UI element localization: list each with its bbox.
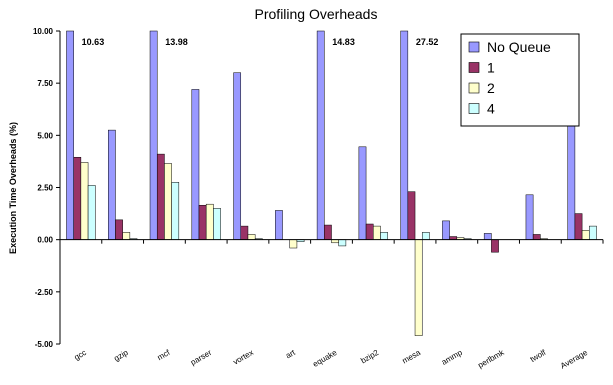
bar-mcf-1 bbox=[156, 153, 165, 240]
bar-bzip2-no-queue bbox=[358, 146, 367, 240]
bar-parser-4 bbox=[213, 208, 221, 240]
y-tick-label: 2.50 bbox=[37, 184, 53, 193]
y-tick-label: 7.50 bbox=[37, 79, 53, 88]
legend-label: 4 bbox=[487, 101, 495, 117]
y-tick-label: 0.00 bbox=[37, 236, 53, 245]
bar-mesa-1 bbox=[407, 191, 416, 240]
bar-vortex-2 bbox=[247, 234, 256, 240]
bar-twolf-no-queue bbox=[525, 194, 534, 240]
legend-label: 2 bbox=[487, 80, 495, 96]
bar-parser-2 bbox=[205, 203, 214, 240]
bar-gzip-no-queue bbox=[108, 129, 116, 240]
bar-gcc-1 bbox=[73, 156, 82, 240]
y-tick-label: 5.00 bbox=[37, 131, 53, 140]
legend-label: No Queue bbox=[487, 39, 551, 55]
bar-ammp-no-queue bbox=[442, 220, 450, 240]
bar-bzip2-4 bbox=[380, 232, 388, 240]
bars-group bbox=[66, 30, 597, 336]
bar-mcf-2 bbox=[164, 163, 172, 240]
bar-equake-1 bbox=[324, 224, 332, 240]
legend-swatch bbox=[468, 103, 480, 114]
bar-vortex-1 bbox=[240, 225, 249, 240]
chart-title: Profiling Overheads bbox=[255, 6, 378, 22]
data-label: 14.83 bbox=[332, 37, 355, 47]
bar-gzip-1 bbox=[115, 219, 123, 240]
y-axis-label: Execution Time Overheads (%) bbox=[8, 122, 18, 254]
legend-swatch bbox=[468, 41, 480, 53]
bar-bzip2-1 bbox=[365, 223, 374, 240]
y-axis: 10.00 7.50 5.00 2.50 0.00 -2.50 -5.00 bbox=[33, 27, 61, 349]
bar-art-no-queue bbox=[275, 210, 283, 240]
bar-parser-no-queue bbox=[191, 89, 200, 240]
bar-equake-no-queue bbox=[316, 30, 325, 240]
bar-perlbmk-1 bbox=[491, 239, 499, 253]
bar-average-4 bbox=[589, 225, 597, 240]
bar-gcc-2 bbox=[80, 162, 89, 240]
y-tick-label: -2.50 bbox=[35, 288, 54, 297]
legend-swatch bbox=[468, 82, 480, 94]
bar-mcf-4 bbox=[171, 182, 180, 240]
bar-mesa-no-queue bbox=[400, 30, 409, 240]
legend-label: 1 bbox=[487, 60, 495, 76]
bar-art-2 bbox=[289, 239, 298, 249]
bar-mesa-4 bbox=[421, 232, 430, 240]
bar-parser-1 bbox=[198, 204, 207, 240]
bar-mcf-no-queue bbox=[149, 30, 158, 240]
bar-bzip2-2 bbox=[373, 225, 381, 240]
bar-equake-4 bbox=[338, 239, 347, 247]
bar-vortex-no-queue bbox=[233, 72, 242, 240]
bar-perlbmk-no-queue bbox=[483, 233, 492, 240]
legend-box bbox=[460, 33, 580, 127]
data-label: 13.98 bbox=[165, 37, 188, 47]
bar-twolf-1 bbox=[532, 234, 541, 240]
y-tick-label: 10.00 bbox=[33, 27, 54, 36]
bar-mesa-2 bbox=[414, 239, 423, 336]
bar-average-2 bbox=[581, 230, 590, 240]
y-tick-label: -5.00 bbox=[35, 340, 54, 349]
data-label: 10.63 bbox=[82, 37, 105, 47]
bar-annotations: 10.63 13.98 14.83 27.52 bbox=[82, 37, 439, 47]
bar-gcc-no-queue bbox=[66, 30, 74, 240]
legend-swatch bbox=[468, 62, 480, 73]
bar-gzip-2 bbox=[122, 232, 131, 240]
bar-average-1 bbox=[574, 213, 583, 240]
bar-gcc-4 bbox=[87, 185, 96, 240]
legend: No Queue 1 2 4 bbox=[460, 33, 580, 127]
data-label: 27.52 bbox=[416, 37, 439, 47]
